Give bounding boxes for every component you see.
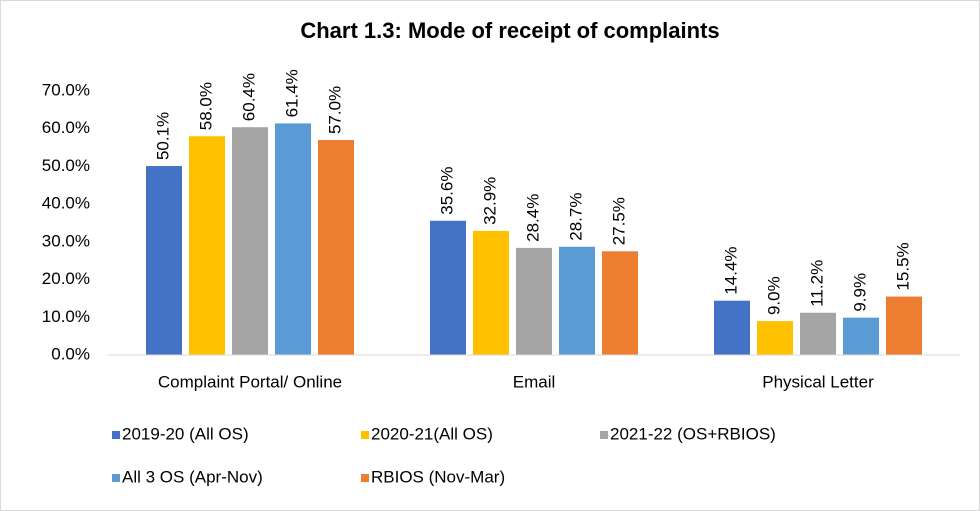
legend-label: 2021-22 (OS+RBIOS) xyxy=(610,424,776,443)
bar xyxy=(275,123,311,355)
legend-label: 2019-20 (All OS) xyxy=(122,424,249,443)
legend-label: RBIOS (Nov-Mar) xyxy=(371,467,505,486)
value-label: 28.4% xyxy=(523,194,542,242)
bar xyxy=(757,321,793,355)
value-label: 9.9% xyxy=(850,273,869,312)
value-label: 60.4% xyxy=(239,73,258,121)
bar xyxy=(559,246,595,355)
value-label: 14.4% xyxy=(721,246,740,294)
legend-label: All 3 OS (Apr-Nov) xyxy=(122,467,263,486)
legend-swatch xyxy=(361,474,369,482)
bar xyxy=(473,230,509,355)
x-tick-label: Email xyxy=(513,372,556,391)
bar xyxy=(843,317,879,355)
value-label: 35.6% xyxy=(437,167,456,215)
y-tick-label: 70.0% xyxy=(42,80,90,99)
y-tick-label: 10.0% xyxy=(42,307,90,326)
value-label: 15.5% xyxy=(893,242,912,290)
value-label: 11.2% xyxy=(807,260,826,307)
bar xyxy=(602,251,638,355)
bar xyxy=(146,166,182,355)
y-tick-label: 60.0% xyxy=(42,118,90,137)
value-label: 28.7% xyxy=(566,193,585,241)
bar xyxy=(232,127,268,355)
y-tick-label: 30.0% xyxy=(42,231,90,250)
y-tick-label: 0.0% xyxy=(51,344,90,363)
value-label: 9.0% xyxy=(764,276,783,315)
legend-swatch xyxy=(361,431,369,439)
bar xyxy=(430,220,466,355)
bar xyxy=(714,300,750,355)
value-label: 61.4% xyxy=(282,69,301,117)
y-tick-label: 50.0% xyxy=(42,156,90,175)
value-label: 58.0% xyxy=(196,82,215,130)
x-tick-label: Complaint Portal/ Online xyxy=(158,372,342,391)
x-tick-label: Physical Letter xyxy=(762,372,874,391)
value-label: 27.5% xyxy=(609,197,628,245)
legend-swatch xyxy=(112,431,120,439)
y-tick-label: 20.0% xyxy=(42,269,90,288)
bar xyxy=(516,247,552,355)
value-label: 50.1% xyxy=(153,112,172,160)
bar xyxy=(189,136,225,355)
chart-title: Chart 1.3: Mode of receipt of complaints xyxy=(300,18,719,43)
legend-swatch xyxy=(600,431,608,439)
bar xyxy=(318,140,354,355)
y-tick-label: 40.0% xyxy=(42,194,90,213)
legend-swatch xyxy=(112,474,120,482)
value-label: 32.9% xyxy=(480,177,499,225)
value-label: 57.0% xyxy=(325,86,344,134)
bar xyxy=(800,312,836,355)
legend-label: 2020-21(All OS) xyxy=(371,424,493,443)
bar xyxy=(886,296,922,355)
